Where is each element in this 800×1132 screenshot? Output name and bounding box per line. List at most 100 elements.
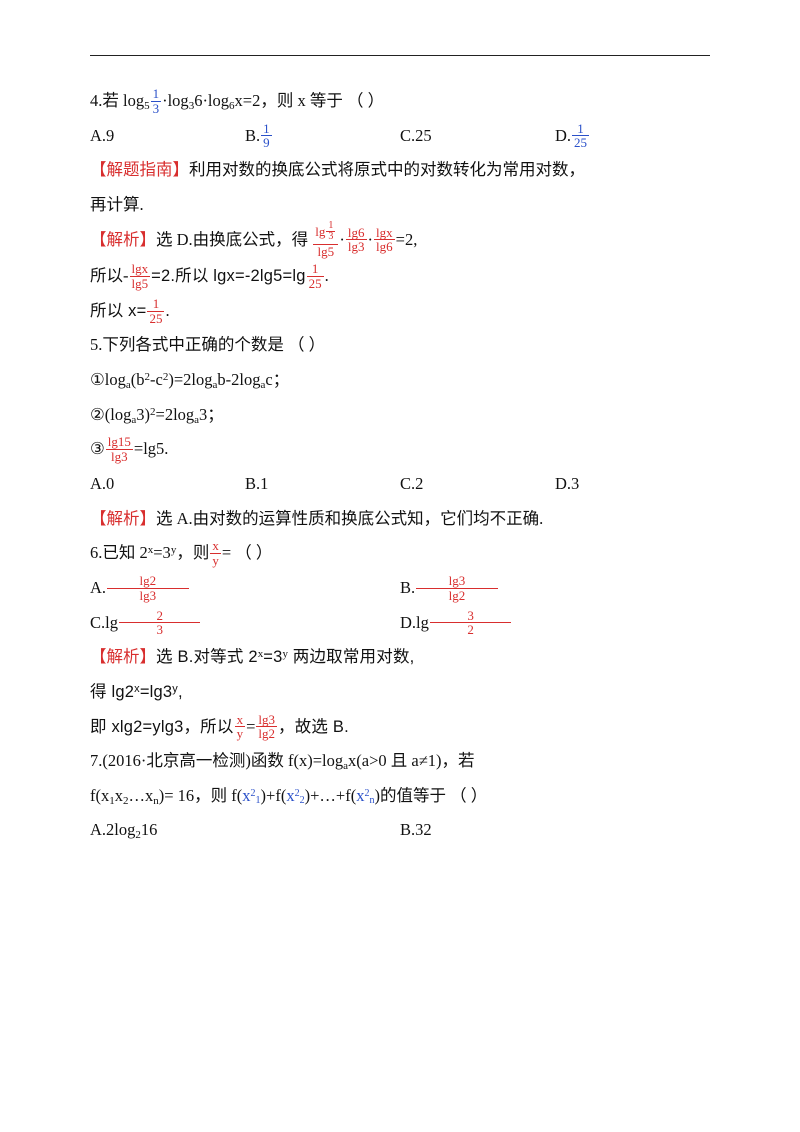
d: lg3 <box>107 588 189 603</box>
q5-stem: 5.下列各式中正确的个数是 （ ） <box>90 328 710 363</box>
choice-b: B.32 <box>400 813 710 848</box>
n: lgx <box>374 226 395 240</box>
t: =3 <box>263 648 282 666</box>
t: ，则 <box>176 543 209 562</box>
q6-ans1: 【解析】选 B.对等式 2x=3y 两边取常用对数, <box>90 640 710 675</box>
n: lg6 <box>346 226 367 240</box>
t: 7.(2016·北京高一检测)函数 f(x)=log <box>90 751 343 770</box>
q6-stem: 6.已知 2x=3y，则xy= （ ） <box>90 536 710 571</box>
q4-stem: 4.若 log513·log36·log6x=2，则 x 等于 （ ） <box>90 84 710 119</box>
t: =2log <box>156 405 195 424</box>
n: x <box>235 713 246 727</box>
t: 16 <box>141 820 158 839</box>
t: 6.已知 2 <box>90 543 148 562</box>
ans-tag: 【解析】 <box>90 509 156 528</box>
ans-tag: 【解析】 <box>90 647 156 666</box>
q5-l2: ②(loga3)2=2loga3； <box>90 398 710 433</box>
t: 3； <box>199 405 224 424</box>
q6-ans2: 得 lg2x=lg3y, <box>90 675 710 710</box>
q5-ans: 【解析】选 A.由对数的运算性质和换底公式知，它们均不正确. <box>90 502 710 537</box>
choice-a: A.2log216 <box>90 813 400 848</box>
t: D. <box>555 126 571 145</box>
choice-c: C.25 <box>400 119 555 154</box>
t: )的值等于 （ ） <box>374 786 487 805</box>
d: lg2 <box>416 588 498 603</box>
t: 选 B.对等式 2 <box>156 648 258 666</box>
t: )= 16，则 f( <box>159 786 243 805</box>
t: =3 <box>153 543 171 562</box>
t: c； <box>265 370 289 389</box>
n: lg2 <box>107 574 189 588</box>
t: =2, <box>396 230 418 249</box>
t: 3) <box>136 405 150 424</box>
d: lg2 <box>256 726 277 741</box>
t: D.lg <box>400 613 429 632</box>
d: 25 <box>572 135 589 150</box>
choice-a: A.9 <box>90 119 245 154</box>
t: )=2log <box>168 370 212 389</box>
d: 3 <box>326 231 335 243</box>
choice-a: A.lg2lg3 <box>90 571 400 606</box>
n: lg15 <box>106 435 133 449</box>
hint-tag: 【解题指南】 <box>90 160 189 179</box>
d: y <box>210 553 221 568</box>
choice-b: B.19 <box>245 119 400 154</box>
d: lg6 <box>374 239 395 254</box>
t: , <box>178 683 183 701</box>
t: =lg3 <box>140 683 172 701</box>
q5-choices: A.0 B.1 C.2 D.3 <box>90 467 710 502</box>
n: lg3 <box>416 574 498 588</box>
t: x <box>242 786 250 805</box>
t: x <box>115 786 123 805</box>
q5-l3: ③lg15lg3=lg5. <box>90 432 710 467</box>
d: 25 <box>147 311 164 326</box>
n: lgx <box>130 262 151 276</box>
t: 4.若 log <box>90 91 144 110</box>
top-rule <box>90 55 710 56</box>
t: 利用对数的换底公式将原式中的对数转化为常用对数， <box>189 160 585 179</box>
n: 1 <box>147 297 164 311</box>
t: )+f( <box>261 786 287 805</box>
n: 1 <box>572 122 589 136</box>
t: =2.所以 lgx=-2lg5=lg <box>151 267 305 285</box>
d: y <box>235 726 246 741</box>
d: lg3 <box>346 239 367 254</box>
t: -c <box>150 370 163 389</box>
t: A. <box>90 578 106 597</box>
choice-a: A.0 <box>90 467 245 502</box>
d: lg5 <box>313 244 338 259</box>
t: 所以- <box>90 266 129 285</box>
q4-ans3: 所以 x=125. <box>90 294 710 329</box>
choice-d: D.3 <box>555 467 710 502</box>
n: 2 <box>119 609 201 623</box>
q6-ans3: 即 xlg2=ylg3，所以xy=lg3lg2，故选 B. <box>90 710 710 745</box>
t: 6·log <box>194 91 229 110</box>
t: 得 lg2 <box>90 683 134 701</box>
n: x <box>210 539 221 553</box>
q4-ans1: 【解析】选 D.由换底公式，得 lg13lg5·lg6lg3·lgxlg6=2, <box>90 223 710 260</box>
t: 两边取常用对数, <box>288 648 414 666</box>
d: lg5 <box>130 276 151 291</box>
t: ·log <box>162 91 189 110</box>
q5-l1: ①loga(b2-c2)=2logab-2logac； <box>90 363 710 398</box>
n: 1 <box>326 221 335 232</box>
d: lg3 <box>106 449 133 464</box>
q4-ans2: 所以-lgxlg5=2.所以 lgx=-2lg5=lg125. <box>90 259 710 294</box>
t: 即 xlg2=ylg3，所以 <box>90 718 234 736</box>
choice-c: C.lg23 <box>90 606 400 641</box>
q7-l2: f(x1x2…xn)= 16，则 f(x21)+f(x22)+…+f(x2n)的… <box>90 779 710 814</box>
t: 选 D.由换底公式，得 <box>156 230 308 249</box>
t: x=2，则 x 等于 （ ） <box>235 91 385 110</box>
t: ③ <box>90 439 105 458</box>
n: lg13 <box>313 222 338 244</box>
q7-stem: 7.(2016·北京高一检测)函数 f(x)=logax(a>0 且 a≠1)，… <box>90 744 710 779</box>
t: x(a>0 且 a≠1)，若 <box>348 751 475 770</box>
choice-d: D.lg32 <box>400 606 710 641</box>
choice-c: C.2 <box>400 467 555 502</box>
choice-b: B.1 <box>245 467 400 502</box>
n: 3 <box>430 609 512 623</box>
n: 1 <box>151 87 162 101</box>
choice-d: D.125 <box>555 119 710 154</box>
t: = <box>246 717 255 736</box>
t: C.lg <box>90 613 118 632</box>
